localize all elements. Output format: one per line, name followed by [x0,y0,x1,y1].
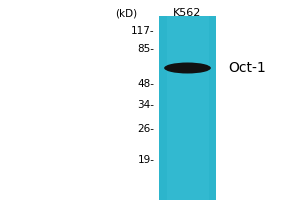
Bar [159,16,216,200]
Text: (kD): (kD) [115,8,137,18]
Text: 117-: 117- [131,26,154,36]
Ellipse shape [164,63,211,74]
Text: Oct-1: Oct-1 [228,61,266,75]
Text: 85-: 85- [137,44,154,54]
Text: 48-: 48- [137,79,154,89]
Text: 34-: 34- [137,100,154,110]
Bar [167,16,208,200]
Text: 26-: 26- [137,124,154,134]
Text: 19-: 19- [137,155,154,165]
Text: K562: K562 [173,8,202,18]
